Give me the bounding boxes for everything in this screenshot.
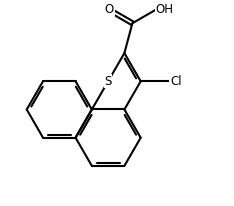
Text: S: S xyxy=(104,75,112,88)
Text: OH: OH xyxy=(156,3,174,16)
Text: Cl: Cl xyxy=(170,75,182,88)
Text: O: O xyxy=(105,3,114,16)
